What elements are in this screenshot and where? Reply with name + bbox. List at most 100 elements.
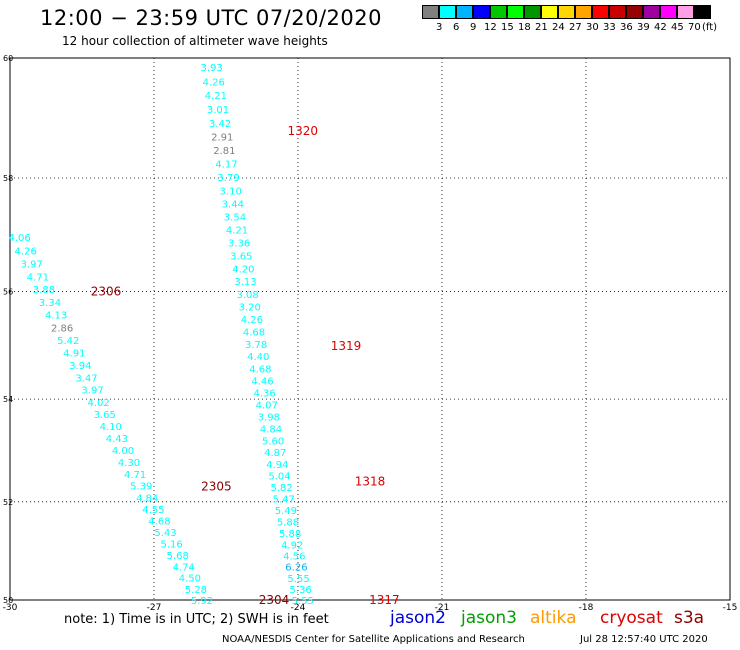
wave-height-value: 4.21 [226, 226, 248, 237]
wave-height-value: 4.68 [243, 327, 265, 338]
lon-tick-label: -18 [579, 603, 594, 613]
color-swatch [558, 5, 575, 19]
wave-height-value: 4.87 [264, 448, 286, 459]
wave-height-value: 4.68 [148, 516, 170, 527]
wave-height-value: 5.92 [191, 596, 213, 607]
color-scale-label: 18 [518, 22, 531, 33]
wave-height-value: 4.17 [215, 160, 237, 171]
color-scale-label: 3 [436, 22, 443, 33]
wave-height-value: 3.20 [239, 302, 261, 313]
map-title: 12:00 − 23:59 UTC 07/20/2020 [40, 6, 383, 30]
pass-time-label: 2306 [91, 284, 122, 298]
wave-height-value: 3.65 [230, 252, 252, 263]
color-scale-unit: (ft) [702, 22, 718, 33]
wave-height-value: 3.13 [234, 277, 256, 288]
wave-height-value: 5.36 [290, 585, 312, 596]
wave-height-value: 5.16 [160, 539, 182, 550]
lat-tick-label: 60 [3, 54, 13, 63]
generated-timestamp: Jul 28 12:57:40 UTC 2020 [580, 634, 708, 645]
wave-height-value: 3.94 [69, 361, 91, 372]
legend-cryosat: cryosat [600, 608, 663, 628]
lat-tick-label: 58 [3, 174, 13, 183]
wave-height-value: 3.93 [200, 63, 222, 74]
color-swatch [473, 5, 490, 19]
pass-time-label: 1317 [369, 593, 400, 607]
wave-height-value: 3.44 [222, 200, 244, 211]
wave-height-value: 3.97 [81, 386, 103, 397]
lat-tick-label: 54 [3, 395, 13, 404]
wave-height-value: 3.98 [258, 413, 280, 424]
lon-tick-label: -15 [723, 603, 738, 613]
wave-height-value: 4.00 [112, 446, 134, 457]
wave-height-value: 4.55 [142, 505, 164, 516]
wave-height-value: 4.40 [247, 352, 269, 363]
wave-height-value: 4.20 [232, 264, 254, 275]
color-swatch [507, 5, 524, 19]
lat-tick-label: 52 [3, 498, 13, 507]
wave-height-value: 4.71 [27, 272, 49, 283]
wave-height-value: 4.84 [136, 493, 158, 504]
color-scale-label: 9 [470, 22, 477, 33]
wave-height-value: 3.47 [75, 373, 97, 384]
color-swatch [456, 5, 473, 19]
color-scale-label: 33 [603, 22, 616, 33]
wave-height-value: 4.26 [15, 246, 37, 257]
lat-tick-label: 56 [3, 287, 13, 296]
color-swatch [575, 5, 592, 19]
wave-height-value: 3.42 [209, 119, 231, 130]
wave-height-value: 3.54 [224, 213, 246, 224]
wave-height-value: 5.43 [154, 528, 176, 539]
wave-height-value: 4.36 [253, 389, 275, 400]
map-frame [9, 57, 731, 601]
wave-height-value: 4.07 [256, 401, 278, 412]
wave-height-value: 5.68 [167, 551, 189, 562]
color-swatch [677, 5, 694, 19]
map-subtitle: 12 hour collection of altimeter wave hei… [62, 34, 328, 48]
color-scale-label: 30 [586, 22, 599, 33]
color-swatch [541, 5, 558, 19]
wave-height-value: 5.55 [287, 574, 309, 585]
color-scale-label: 36 [620, 22, 633, 33]
color-scale-label: 15 [501, 22, 514, 33]
wave-height-value: 5.04 [268, 472, 290, 483]
wave-height-value: 5.47 [273, 495, 295, 506]
wave-height-value: 5.82 [270, 483, 292, 494]
pass-time-label: 1318 [355, 475, 386, 489]
color-swatch [490, 5, 507, 19]
wave-height-value: 4.68 [249, 364, 271, 375]
wave-height-value: 3.79 [217, 173, 239, 184]
color-swatch [439, 5, 456, 19]
wave-height-value: 5.88 [279, 529, 301, 540]
color-scale-label: 27 [569, 22, 582, 33]
wave-height-value: 4.13 [45, 311, 67, 322]
wave-height-value: 4.26 [203, 77, 225, 88]
color-scale-label: 12 [484, 22, 497, 33]
color-swatch [694, 5, 711, 19]
wave-height-value: 6.26 [285, 563, 307, 574]
wave-height-value: 4.94 [266, 460, 288, 471]
lon-tick-label: -30 [3, 603, 18, 613]
color-scale-label: 6 [453, 22, 460, 33]
legend-jason2: jason2 [390, 608, 446, 628]
color-swatch [422, 5, 439, 19]
wave-height-value: 5.49 [275, 506, 297, 517]
footnote: note: 1) Time is in UTC; 2) SWH is in fe… [64, 612, 329, 627]
lon-tick-label: -24 [291, 603, 306, 613]
wave-height-value: 4.10 [100, 422, 122, 433]
wave-height-value: 5.55 [292, 596, 314, 607]
wave-height-value: 2.91 [211, 132, 233, 143]
lon-tick-label: -21 [435, 603, 450, 613]
wave-height-value: 3.65 [94, 410, 116, 421]
wave-height-value: 4.71 [124, 470, 146, 481]
wave-height-value: 4.84 [260, 425, 282, 436]
lon-tick-label: -27 [147, 603, 162, 613]
color-scale-label: 21 [535, 22, 548, 33]
color-swatch [609, 5, 626, 19]
wave-height-value: 2.86 [51, 323, 73, 334]
wave-height-value: 4.46 [251, 377, 273, 388]
legend-jason3: jason3 [461, 608, 517, 628]
color-scale-label: 24 [552, 22, 565, 33]
color-swatch [643, 5, 660, 19]
wave-height-value: 3.01 [207, 105, 229, 116]
color-scale-label: 39 [637, 22, 650, 33]
